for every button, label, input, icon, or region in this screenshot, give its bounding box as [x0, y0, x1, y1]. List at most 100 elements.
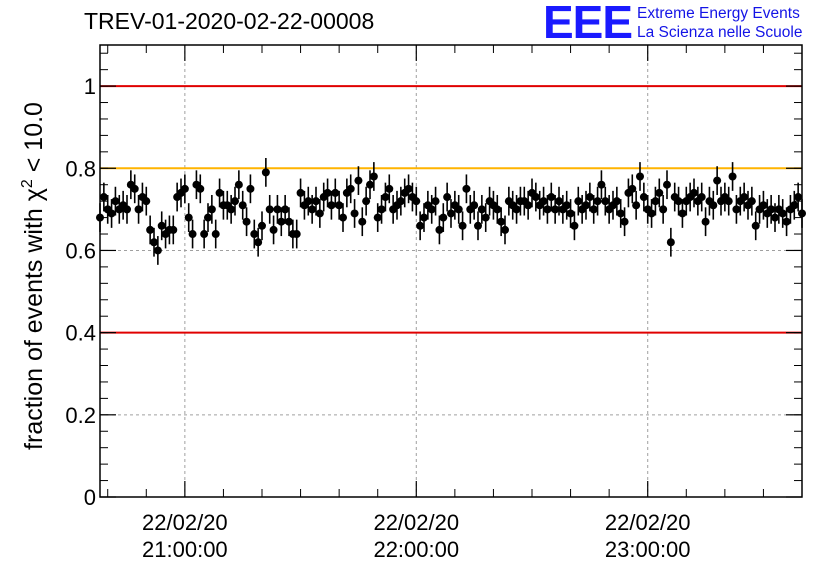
- data-point: [458, 221, 467, 230]
- x-tick-label-date: 22/02/20: [373, 510, 459, 535]
- data-point: [443, 193, 452, 202]
- data-point: [740, 193, 749, 202]
- data-point: [767, 205, 776, 214]
- data-point: [207, 205, 216, 214]
- data-point: [296, 188, 305, 197]
- data-point: [632, 201, 641, 210]
- data-point: [358, 217, 367, 226]
- data-point: [593, 197, 602, 206]
- x-tick-label-time: 23:00:00: [605, 537, 691, 562]
- data-point: [281, 205, 290, 214]
- data-point: [543, 205, 552, 214]
- data-point: [354, 176, 363, 185]
- data-point: [674, 197, 683, 206]
- data-point: [435, 225, 444, 234]
- data-point: [130, 184, 139, 193]
- data-point: [628, 184, 637, 193]
- eee-logo: EEE Extreme Energy Events La Scienza nel…: [543, 0, 833, 48]
- data-point: [551, 205, 560, 214]
- data-point: [308, 205, 317, 214]
- data-point: [250, 230, 259, 239]
- data-point: [107, 209, 116, 218]
- x-tick-label-date: 22/02/20: [605, 510, 691, 535]
- y-tick-label: 0.8: [65, 156, 96, 181]
- data-point: [246, 184, 255, 193]
- data-point: [134, 205, 143, 214]
- data-point: [732, 205, 741, 214]
- y-tick-label: 0.2: [65, 403, 96, 428]
- data-point: [690, 188, 698, 197]
- data-point: [150, 238, 158, 247]
- data-point: [639, 193, 648, 202]
- data-point: [782, 217, 791, 226]
- data-point: [470, 201, 479, 210]
- data-point: [778, 209, 787, 218]
- data-point: [188, 230, 197, 239]
- data-point: [350, 209, 359, 218]
- data-point: [416, 221, 425, 230]
- data-point: [597, 180, 606, 189]
- data-point: [123, 205, 131, 214]
- y-axis-label: fraction of events with χ2 < 10.0: [19, 102, 48, 450]
- data-point: [477, 205, 486, 214]
- data-point: [180, 184, 189, 193]
- data-point: [431, 197, 440, 206]
- data-point: [346, 184, 355, 193]
- data-point: [636, 172, 644, 181]
- data-point: [512, 205, 521, 214]
- data-point: [574, 197, 583, 206]
- x-tick-label-date: 22/02/20: [142, 510, 228, 535]
- data-point: [555, 197, 563, 206]
- data-point: [315, 209, 324, 218]
- data-point: [678, 209, 687, 218]
- data-point: [227, 205, 236, 214]
- data-point: [196, 184, 205, 193]
- data-point: [771, 213, 779, 222]
- data-point: [339, 213, 347, 222]
- data-point: [655, 188, 664, 197]
- data-point: [373, 213, 382, 222]
- data-point: [142, 197, 151, 206]
- data-point: [759, 201, 768, 210]
- data-point: [659, 205, 668, 214]
- data-point: [601, 197, 610, 206]
- data-point: [327, 201, 336, 210]
- eee-logo-mark: EEE: [543, 0, 633, 48]
- data-point: [612, 197, 621, 206]
- data-point: [254, 238, 263, 247]
- data-point: [238, 201, 247, 210]
- data-point: [474, 221, 482, 230]
- data-point: [713, 176, 722, 185]
- data-point: [261, 168, 270, 177]
- data-point: [481, 213, 490, 222]
- x-tick-label-time: 22:00:00: [373, 537, 459, 562]
- data-point: [335, 201, 344, 210]
- logo-line-1: Extreme Energy Events: [637, 5, 800, 22]
- data-point: [439, 213, 448, 222]
- data-point: [396, 197, 405, 206]
- data-point: [211, 230, 220, 239]
- data-point: [539, 197, 548, 206]
- y-tick-label: 0.4: [65, 321, 96, 346]
- data-point: [99, 193, 108, 202]
- data-point: [111, 197, 120, 206]
- data-point: [234, 180, 243, 189]
- data-point: [231, 197, 239, 206]
- data-point: [570, 221, 579, 230]
- data-point: [697, 193, 706, 202]
- data-point: [724, 197, 733, 206]
- chart-title: TREV-01-2020-02-22-00008: [84, 8, 375, 34]
- data-point: [146, 225, 155, 234]
- data-point: [312, 197, 320, 206]
- data-point: [273, 205, 282, 214]
- data-point: [616, 209, 625, 218]
- y-tick-label: 0.6: [65, 238, 96, 263]
- data-point: [269, 225, 278, 234]
- x-tick-label-time: 21:00:00: [142, 537, 228, 562]
- data-point: [285, 217, 293, 226]
- data-point: [747, 197, 756, 206]
- data-point: [501, 225, 509, 234]
- plot-frame: [99, 44, 803, 498]
- data-point: [362, 197, 371, 206]
- data-point: [215, 188, 224, 197]
